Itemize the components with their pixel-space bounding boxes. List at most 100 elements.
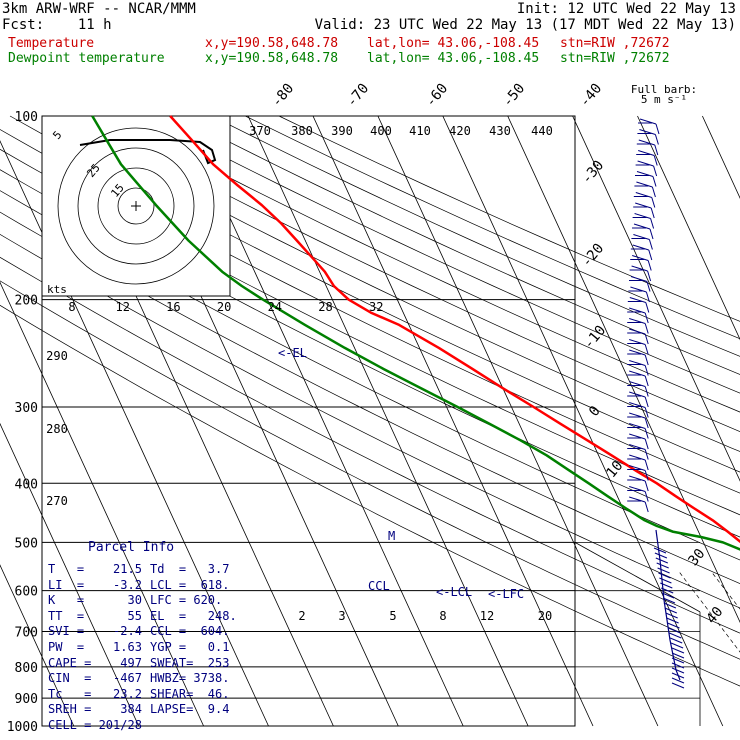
hodograph-trace: [79, 139, 217, 165]
pressure-label-300: 300: [15, 401, 38, 416]
annotation-ccl: CCL: [368, 579, 390, 593]
pressure-label-400: 400: [15, 477, 38, 492]
parcel-row-5-left: PW = 1.63: [48, 640, 142, 654]
model-title: 3km ARW-WRF -- NCAR/MMM: [2, 1, 196, 17]
parcel-row-6-left: CAPE = 497: [48, 655, 142, 670]
dry-adiabat-390: [110, 115, 740, 413]
dry-adiabat-310: [0, 211, 740, 584]
dry-adiabat-290: [0, 256, 740, 634]
parcel-row-0-right: Td = 3.7: [150, 562, 230, 576]
dewpoint-line: [91, 115, 740, 551]
dry-adiabat-280: [0, 280, 740, 660]
hodo-speed-label-24: 24: [268, 300, 282, 314]
wind-panel-edge: [574, 542, 701, 613]
isotherm-label--60: -60: [423, 81, 452, 111]
isotherm--110: [0, 422, 140, 727]
parcel-row-1-right: LCL = 618.: [150, 577, 230, 592]
dry-adiabat-330: [0, 169, 740, 538]
isotherm--120: [0, 564, 75, 727]
hodo-speed-label-8: 8: [68, 300, 75, 314]
isotherm-label--40: -40: [577, 81, 606, 111]
isotherm--30: [377, 115, 659, 727]
valid-time: Valid: 23 UTC Wed 22 May 13 (17 MDT Wed …: [314, 17, 736, 33]
pressure-label-200: 200: [15, 294, 38, 309]
hodo-ring-3: [57, 127, 215, 285]
temp-station: stn=RIW ,72672: [560, 36, 670, 51]
legend-dewpoint: Dewpoint temperature: [8, 51, 165, 66]
pressure-label-100: 100: [15, 110, 38, 125]
legend-temperature: Temperature: [8, 36, 95, 51]
hodo-ring-1: [97, 167, 175, 245]
isotherm--90: [0, 140, 269, 727]
pressure-label-800: 800: [15, 661, 38, 676]
isotherm-10: [637, 115, 740, 341]
temp-xy: x,y=190.58,648.78: [205, 36, 339, 51]
parcel-row-1-left: LI = -3.2: [48, 577, 142, 592]
hodo-speed-label-32: 32: [369, 300, 383, 314]
wind-speed-label-30: 30: [685, 546, 708, 569]
pressure-label-600: 600: [15, 585, 38, 600]
mixing-ratio-label-3: 3: [338, 609, 345, 623]
dry-adiabat-340: [0, 148, 740, 516]
parcel-row-5-right: YGP = 0.1: [150, 640, 230, 654]
wind-barbs-lower: [653, 529, 685, 689]
wind-speed-label-40: 40: [703, 604, 726, 627]
hodo-units: kts: [47, 283, 67, 296]
isotherm-label--50: -50: [500, 81, 529, 111]
parcel-row-4-left: SVI = -2.4: [48, 624, 142, 639]
parcel-info-title: Parcel Info: [88, 540, 175, 555]
hodo-speed-label-16: 16: [166, 300, 180, 314]
dew-xy: x,y=190.58,648.78: [205, 51, 339, 66]
dry-adiabat-360: [9, 115, 740, 473]
hodo-speed-label-28: 28: [318, 300, 332, 314]
annotation-lfc: <-LFC: [488, 587, 524, 601]
parcel-row-7-right: HWBZ= 3738.: [150, 671, 230, 686]
theta-label-430: 430: [489, 124, 511, 138]
theta-label-380: 380: [291, 124, 313, 138]
pressure-label-500: 500: [15, 536, 38, 551]
dew-station: stn=RIW ,72672: [560, 51, 670, 66]
parcel-row-8-right: SHEAR= 46.: [150, 686, 230, 701]
mixing-ratio-2: [679, 572, 740, 653]
parcel-row-7-left: CIN = -467: [48, 671, 142, 686]
parcel-row-8-left: Tc = 23.2: [48, 686, 142, 701]
mixing-ratio-3: [711, 572, 740, 610]
annotation-lcl: <-LCL: [436, 585, 472, 599]
hodo-speed-label-12: 12: [115, 300, 129, 314]
theta-label-400: 400: [370, 124, 392, 138]
wind-barbs-upper: [627, 118, 660, 513]
dry-adiabat-370: [43, 115, 740, 452]
parcel-row-4-right: CCL = 604.: [150, 624, 230, 639]
isotherm-label--80: -80: [269, 81, 298, 111]
pressure-label-1000: 1000: [7, 720, 38, 735]
dry-adiabat-400: [144, 115, 740, 394]
dry-adiabat-300: [0, 233, 740, 609]
dry-adiabat-410: [177, 115, 740, 375]
isotherm--100: [0, 281, 204, 727]
temp-latlon: lat,lon= 43.06,-108.45: [367, 36, 540, 51]
isotherm--40: [312, 115, 594, 727]
parcel-row-10-left: CELL = 201/28: [48, 718, 142, 732]
dew-latlon: lat,lon= 43.06,-108.45: [367, 51, 540, 66]
parcel-row-2-right: LFC = 620.: [150, 593, 223, 608]
isotherm-label--20: -20: [579, 241, 608, 271]
dry-adiabat-320: [0, 190, 740, 561]
isotherm-label-0: 0: [586, 403, 604, 420]
parcel-row-0-left: T = 21.5: [48, 562, 142, 576]
temperature-line: [169, 115, 740, 544]
pressure-label-900: 900: [15, 692, 38, 707]
parcel-row-3-left: TT = 55: [48, 608, 142, 623]
annotation-m: M: [388, 529, 395, 543]
theta-label-440: 440: [531, 124, 553, 138]
dry-adiabat-270: [0, 304, 740, 687]
theta-label-370: 370: [249, 124, 271, 138]
annotation-el: <-EL: [278, 346, 307, 360]
mixing-ratio-label-20: 20: [538, 609, 552, 623]
isotherm-20: [702, 115, 740, 199]
mixing-ratio-label-5: 5: [389, 609, 396, 623]
barb-legend-title: Full barb:: [631, 83, 697, 96]
hodo-speed-label-20: 20: [217, 300, 231, 314]
hodo-ring-0: [117, 187, 155, 225]
